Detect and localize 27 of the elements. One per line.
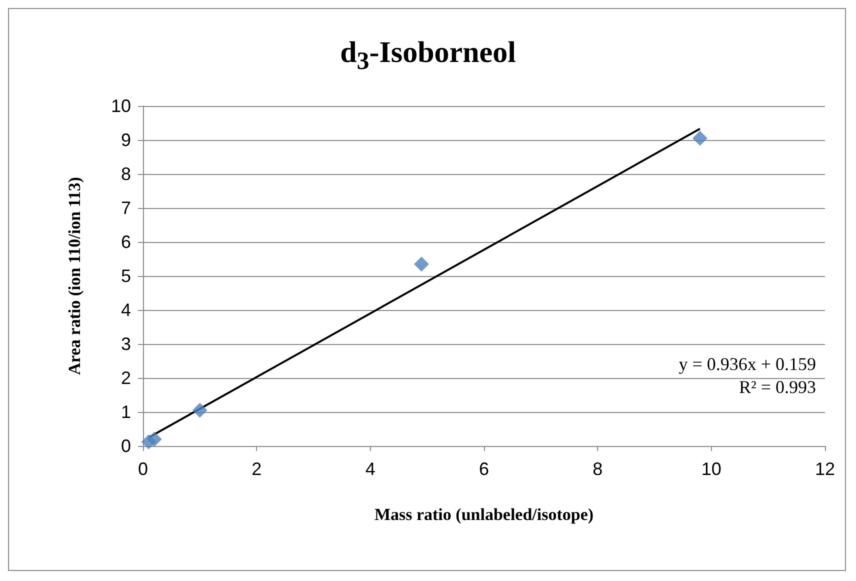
x-tick-label: 8 (592, 459, 603, 479)
chart-title: d$_{3}$-Isoborneol (339, 36, 517, 76)
x-axis-title: Mass ratio (unlabeled/isotope) (374, 505, 594, 524)
y-tick-label: 4 (120, 300, 131, 320)
y-tick-label: 7 (120, 198, 131, 218)
x-tick-label: 6 (478, 459, 490, 479)
y-tick-label: 8 (120, 164, 131, 184)
x-tick-label: 2 (252, 459, 262, 479)
y-tick-label: 9 (120, 130, 131, 150)
y-tick-label: 2 (120, 368, 131, 388)
y-axis-title: Area ratio (ion 110/ion 113) (65, 176, 84, 376)
point (146, 432, 162, 447)
y-tick-label: 5 (120, 266, 131, 286)
x-tick-label: 4 (365, 459, 376, 479)
annotation: R² = 0.993 (738, 377, 816, 397)
y-tick-label: 1 (120, 402, 131, 422)
y-tick-label: 0 (120, 436, 131, 456)
y-tick-label: 6 (120, 232, 131, 252)
x-tick-label: 12 (814, 459, 836, 479)
y-tick-label: 10 (110, 96, 131, 116)
point (692, 130, 708, 146)
x-tick-label: 0 (138, 459, 148, 479)
x-tick-label: 10 (701, 459, 722, 479)
y-tick-label: 3 (120, 334, 131, 354)
point (414, 256, 429, 272)
point (192, 402, 208, 418)
annotation: y = 0.936x + 0.159 (678, 354, 816, 374)
